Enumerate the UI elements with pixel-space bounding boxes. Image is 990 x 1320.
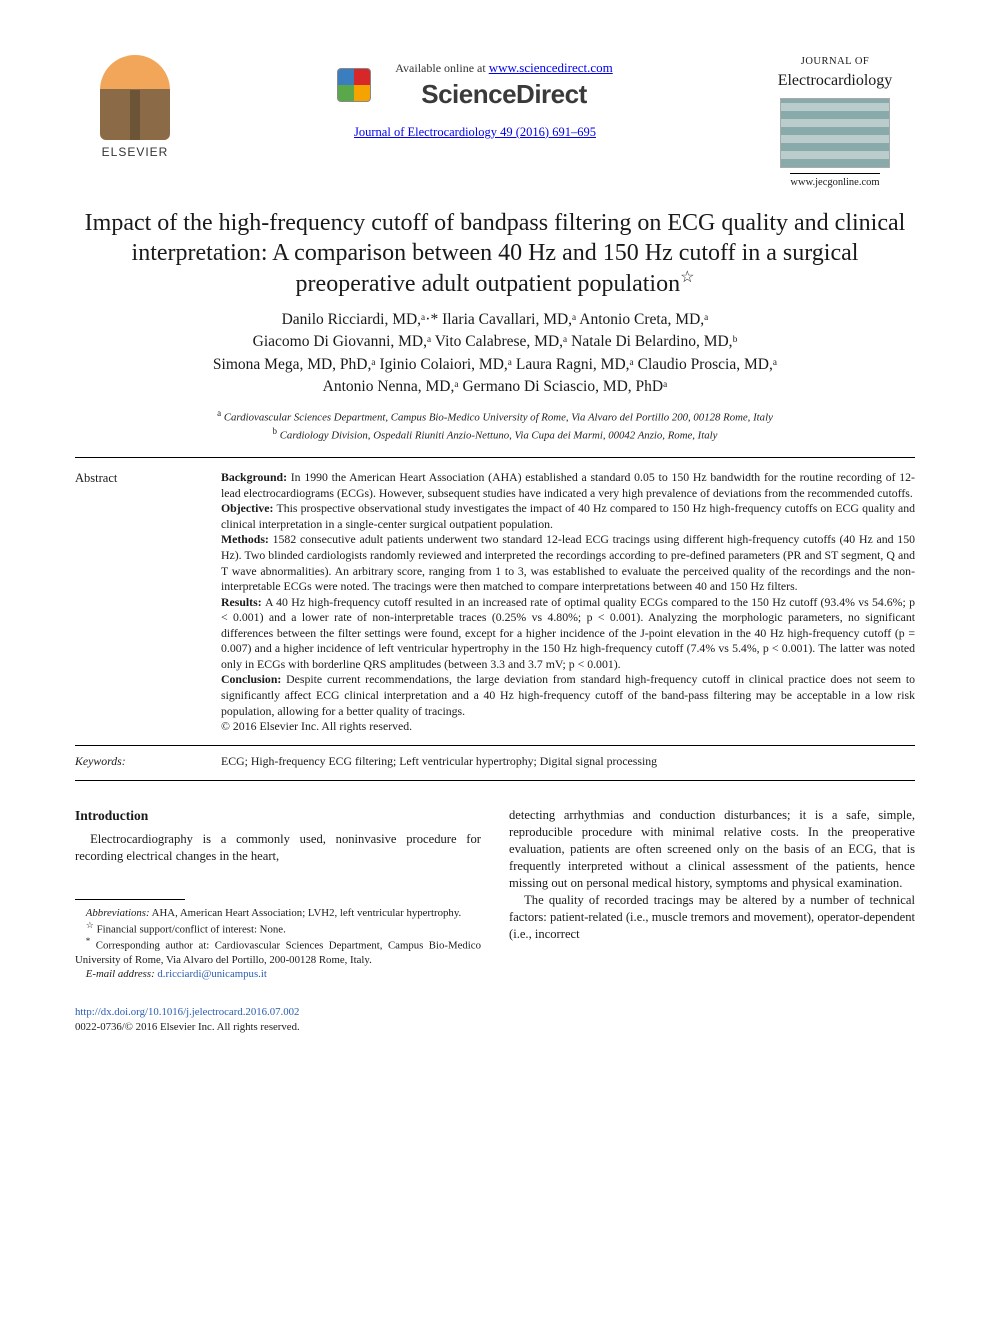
keywords-label: Keywords: — [75, 754, 205, 770]
footnote-abbreviations: Abbreviations: AHA, American Heart Assoc… — [75, 906, 481, 920]
page: ELSEVIER Available online at www.science… — [0, 0, 990, 1074]
abstract-body: Background: In 1990 the American Heart A… — [221, 470, 915, 735]
citation-line[interactable]: Journal of Electrocardiology 49 (2016) 6… — [205, 124, 745, 141]
abstract-block: Abstract Background: In 1990 the America… — [75, 458, 915, 745]
abstract-label: Abstract — [75, 470, 205, 735]
authors-line: Danilo Ricciardi, MD,ᵃ·* Ilaria Cavallar… — [75, 309, 915, 331]
affiliation-b: b Cardiology Division, Ospedali Riuniti … — [75, 425, 915, 443]
doi-link[interactable]: http://dx.doi.org/10.1016/j.jelectrocard… — [75, 1006, 299, 1018]
header-center: Available online at www.sciencedirect.co… — [195, 55, 755, 141]
authors-line: Giacomo Di Giovanni, MD,ᵃ Vito Calabrese… — [75, 331, 915, 353]
rule-bottom — [75, 780, 915, 781]
publisher-block: ELSEVIER — [75, 55, 195, 160]
author-list: Danilo Ricciardi, MD,ᵃ·* Ilaria Cavallar… — [75, 309, 915, 399]
fn-corr-text: Corresponding author at: Cardiovascular … — [75, 940, 481, 966]
abs-section-label: Objective: — [221, 501, 277, 515]
article-title: Impact of the high-frequency cutoff of b… — [75, 208, 915, 299]
abs-results: A 40 Hz high-frequency cutoff resulted i… — [221, 595, 915, 671]
journal-identity: JOURNAL OF Electrocardiology www.jecgonl… — [755, 55, 915, 190]
fn-funding-marker: ☆ — [86, 920, 94, 930]
footer-strip: http://dx.doi.org/10.1016/j.jelectrocard… — [75, 1005, 915, 1034]
footnote-email: E-mail address: d.ricciardi@unicampus.it — [75, 967, 481, 981]
footnotes-block: Abbreviations: AHA, American Heart Assoc… — [75, 899, 481, 981]
abs-conclusion: Despite current recommendations, the lar… — [221, 672, 915, 717]
abs-methods: 1582 consecutive adult patients underwen… — [221, 532, 915, 593]
fn-funding-text: Financial support/conflict of interest: … — [94, 923, 286, 935]
keywords-row: Keywords: ECG; High-frequency ECG filter… — [75, 746, 915, 780]
available-line: Available online at www.sciencedirect.co… — [395, 59, 612, 112]
affiliation-a-text: Cardiovascular Sciences Department, Camp… — [224, 411, 773, 423]
keywords-text: ECG; High-frequency ECG filtering; Left … — [221, 754, 915, 770]
crossmark-icon[interactable] — [337, 68, 371, 102]
abs-objective: This prospective observational study inv… — [221, 501, 915, 531]
abs-section-label: Conclusion: — [221, 672, 286, 686]
fn-abbr-label: Abbreviations: — [86, 907, 150, 919]
fn-email-label: E-mail address: — [86, 968, 155, 980]
abs-copyright: © 2016 Elsevier Inc. All rights reserved… — [221, 719, 915, 735]
issn-copyright: 0022-0736/© 2016 Elsevier Inc. All right… — [75, 1021, 300, 1033]
authors-line: Antonio Nenna, MD,ᵃ Germano Di Sciascio,… — [75, 376, 915, 398]
title-footnote-marker: ☆ — [680, 269, 694, 286]
fn-email-link[interactable]: d.ricciardi@unicampus.it — [157, 968, 266, 980]
sciencedirect-row: Available online at www.sciencedirect.co… — [205, 59, 745, 112]
fn-abbr-text: AHA, American Heart Association; LVH2, l… — [150, 907, 462, 919]
intro-paragraph: Electrocardiography is a commonly used, … — [75, 831, 481, 865]
journal-header: ELSEVIER Available online at www.science… — [75, 55, 915, 190]
abs-section-label: Methods: — [221, 532, 273, 546]
journal-url[interactable]: www.jecgonline.com — [790, 173, 879, 190]
body-columns: Introduction Electrocardiography is a co… — [75, 807, 915, 982]
abs-background: In 1990 the American Heart Association (… — [221, 470, 915, 500]
abs-section-label: Background: — [221, 470, 291, 484]
journal-name-small: JOURNAL OF — [755, 55, 915, 69]
sciencedirect-brand: ScienceDirect — [395, 77, 612, 112]
abs-section-label: Results: — [221, 595, 265, 609]
intro-paragraph: detecting arrhythmias and conduction dis… — [509, 807, 915, 892]
affiliation-a: a Cardiovascular Sciences Department, Ca… — [75, 407, 915, 425]
citation-link[interactable]: Journal of Electrocardiology 49 (2016) 6… — [354, 125, 596, 139]
elsevier-logo — [100, 55, 170, 140]
intro-paragraph: The quality of recorded tracings may be … — [509, 892, 915, 943]
publisher-name: ELSEVIER — [102, 144, 169, 160]
authors-line: Simona Mega, MD, PhD,ᵃ Iginio Colaiori, … — [75, 354, 915, 376]
affiliation-b-text: Cardiology Division, Ospedali Riuniti An… — [280, 430, 718, 442]
section-heading-introduction: Introduction — [75, 807, 481, 825]
sciencedirect-url-link[interactable]: www.sciencedirect.com — [489, 60, 613, 75]
footnote-corresponding: * Corresponding author at: Cardiovascula… — [75, 936, 481, 967]
footnote-funding: ☆ Financial support/conflict of interest… — [75, 920, 481, 937]
journal-cover-thumbnail — [780, 98, 890, 168]
available-prefix: Available online at — [395, 61, 488, 75]
title-text: Impact of the high-frequency cutoff of b… — [85, 210, 906, 297]
footnote-rule — [75, 899, 185, 900]
journal-name-large: Electrocardiology — [755, 70, 915, 92]
affiliations: a Cardiovascular Sciences Department, Ca… — [75, 407, 915, 443]
